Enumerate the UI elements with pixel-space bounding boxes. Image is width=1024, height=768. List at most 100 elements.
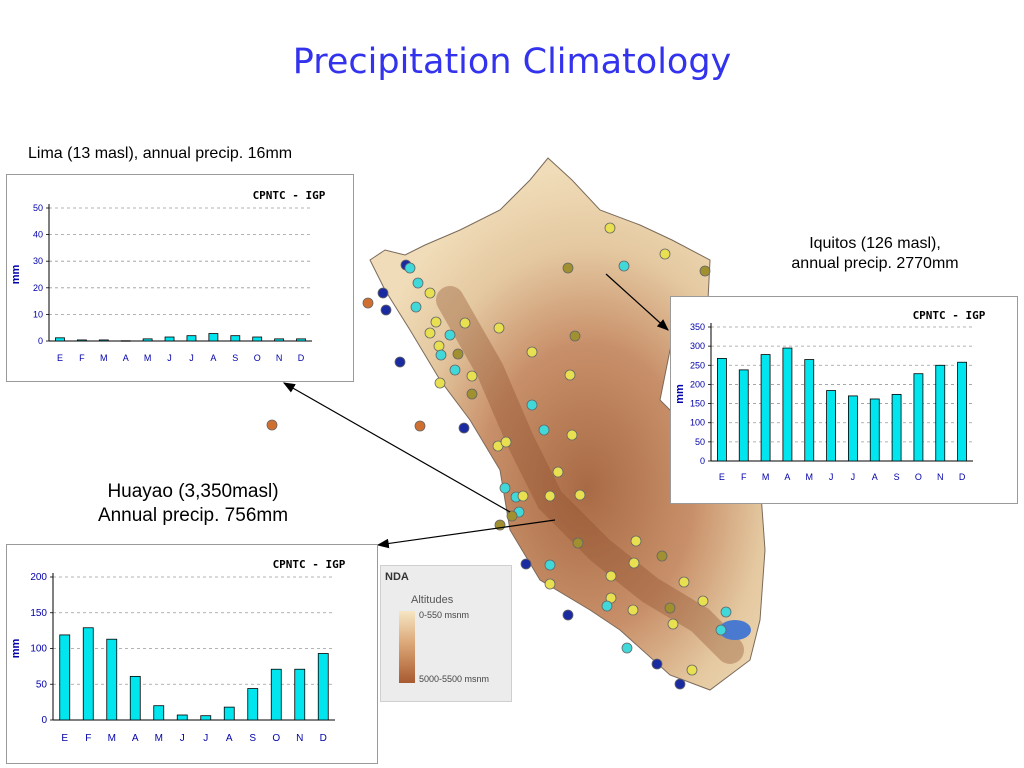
bar — [208, 333, 219, 342]
x-tick-label: A — [872, 472, 878, 482]
bar — [59, 634, 71, 721]
chart-title: CPNTC - IGP — [913, 309, 986, 322]
station-marker — [410, 301, 422, 313]
x-tick-label: A — [226, 733, 233, 744]
legend-subtitle: Altitudes — [411, 594, 454, 606]
station-marker — [697, 595, 709, 607]
y-tick-label: 0 — [41, 715, 47, 726]
chart-title: CPNTC - IGP — [253, 189, 326, 202]
x-tick-label: O — [915, 472, 922, 482]
station-marker — [618, 260, 630, 272]
bar — [230, 335, 241, 342]
bar — [98, 339, 109, 342]
huayao-label-line1: Huayao (3,350masl) — [107, 481, 279, 502]
x-tick-label: F — [79, 353, 85, 363]
bar — [76, 339, 87, 342]
bar — [717, 357, 727, 462]
bar — [200, 715, 212, 721]
huayao-precip-chart: CPNTC - IGP 0 50 100 150 200 mm E F M A M J J A S O N D — [10, 558, 346, 744]
x-tick-label: E — [719, 472, 725, 482]
bar — [223, 706, 235, 721]
bar — [957, 361, 967, 462]
y-axis-label: mm — [674, 384, 686, 404]
huayao-chart-panel: CPNTC - IGP 0 50 100 150 200 mm E F M A M J J A S O N D — [6, 544, 378, 764]
station-marker — [430, 316, 442, 328]
x-tick-label: M — [144, 353, 152, 363]
y-tick-label: 50 — [695, 437, 705, 447]
station-marker — [362, 297, 374, 309]
station-marker — [466, 370, 478, 382]
bar — [106, 638, 118, 721]
y-axis-label: mm — [10, 639, 22, 659]
station-marker — [572, 537, 584, 549]
bar — [176, 714, 188, 721]
x-tick-label: S — [232, 353, 238, 363]
iquitos-label-line1: Iquitos (126 masl), — [809, 235, 941, 252]
x-tick-label: E — [57, 353, 63, 363]
y-tick-label: 350 — [690, 322, 705, 332]
iquitos-precip-chart: CPNTC - IGP 0 50 100 150 200 250 300 350 mm E F M A M J… — [674, 309, 986, 482]
station-marker — [459, 317, 471, 329]
station-marker — [715, 624, 727, 636]
bar — [804, 359, 815, 462]
bar — [274, 338, 285, 342]
x-tick-label: F — [85, 733, 91, 744]
lima-precip-chart: CPNTC - IGP 0 10 20 30 40 50 mm E F M A M J J A S O N D — [10, 189, 326, 363]
x-tick-label: A — [210, 353, 216, 363]
station-marker — [566, 429, 578, 441]
station-marker — [500, 436, 512, 448]
station-marker — [412, 277, 424, 289]
station-marker — [659, 248, 671, 260]
station-marker — [517, 490, 529, 502]
station-marker — [564, 369, 576, 381]
legend-title: NDA — [385, 571, 409, 583]
x-tick-label: D — [959, 472, 966, 482]
slide-title: Precipitation Climatology — [292, 42, 732, 82]
x-tick-label: M — [108, 733, 116, 744]
y-tick-label: 0 — [700, 456, 705, 466]
bar — [164, 336, 175, 342]
bar — [738, 369, 749, 462]
station-marker — [526, 346, 538, 358]
bar — [247, 688, 259, 721]
huayao-label: Huayao (3,350masl) Annual precip. 756mm — [58, 480, 328, 528]
station-marker — [394, 356, 406, 368]
y-tick-label: 250 — [690, 360, 705, 370]
station-marker — [424, 287, 436, 299]
x-tick-label: J — [203, 733, 208, 744]
x-tick-label: D — [298, 353, 305, 363]
y-tick-label: 40 — [33, 230, 43, 240]
bar — [142, 338, 153, 342]
bar — [317, 653, 329, 721]
station-marker — [686, 664, 698, 676]
peru-altitude-map — [362, 157, 766, 691]
station-marker — [674, 678, 686, 690]
station-marker — [449, 364, 461, 376]
station-marker — [605, 570, 617, 582]
station-marker — [574, 489, 586, 501]
station-marker — [651, 658, 663, 670]
station-marker — [544, 578, 556, 590]
bar — [120, 340, 131, 342]
station-marker — [601, 600, 613, 612]
bar — [760, 354, 771, 462]
y-tick-label: 20 — [33, 283, 43, 293]
station-marker — [520, 558, 532, 570]
y-tick-label: 150 — [690, 399, 705, 409]
station-marker — [569, 330, 581, 342]
station-marker — [435, 349, 447, 361]
bar — [296, 338, 306, 342]
station-marker — [552, 466, 564, 478]
x-tick-label: N — [296, 733, 303, 744]
station-marker — [526, 399, 538, 411]
x-tick-label: M — [155, 733, 163, 744]
bar — [270, 668, 282, 721]
station-marker — [621, 642, 633, 654]
station-marker — [493, 322, 505, 334]
y-axis-label: mm — [10, 265, 22, 285]
iquitos-chart-panel: CPNTC - IGP 0 50 100 150 200 250 300 350 mm E F M A M J… — [670, 296, 1018, 504]
x-tick-label: S — [894, 472, 900, 482]
iquitos-label-line2: annual precip. 2770mm — [791, 255, 959, 272]
x-tick-label: A — [132, 733, 139, 744]
lima-chart-panel: CPNTC - IGP 0 10 20 30 40 50 mm E F M A M J J A S O N D — [6, 174, 354, 382]
